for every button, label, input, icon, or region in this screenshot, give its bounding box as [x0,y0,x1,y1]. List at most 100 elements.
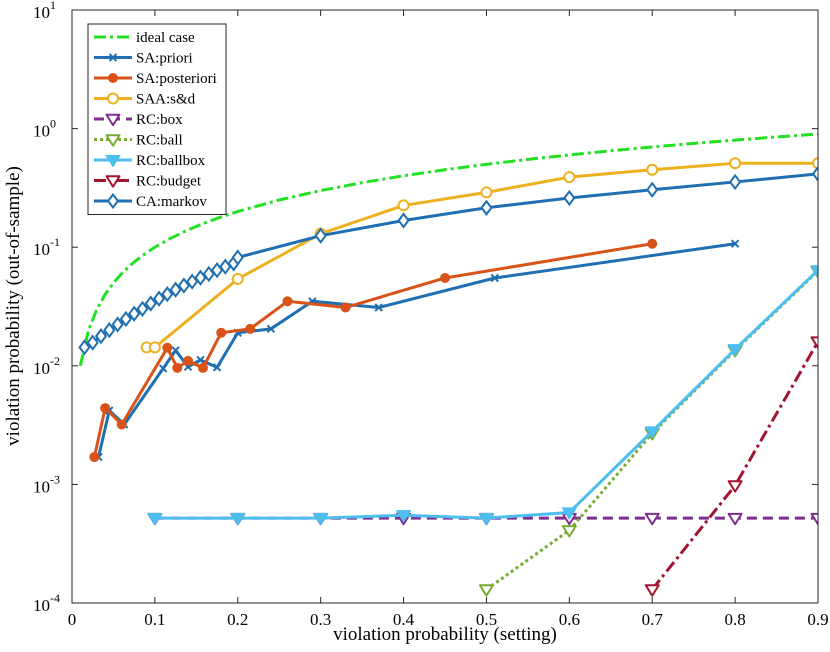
legend: ideal case SA:priori SA:posteriori SAA:s&d R… [87,23,227,215]
data-point [727,480,743,493]
series-rc-ballbox [147,265,818,526]
x-tick-label: 0.3 [310,610,331,629]
data-point [811,165,818,183]
data-point [729,157,742,170]
data-point [730,239,740,248]
legend-label: RC:box [136,112,183,128]
data-point [196,355,205,365]
data-point [396,510,412,523]
data-point [86,334,99,351]
legend-label: RC:ballbox [136,153,206,169]
tick-layer: 0 0.1 0.2 0.3 0.4 0.5 0.6 0.7 0.8 0.9 10-4 10-3 10-2… [33,0,829,629]
data-point [644,584,660,597]
data-point [158,364,168,373]
data-point [148,341,161,354]
data-point [94,327,108,345]
data-point [162,342,173,353]
legend-label: CA:markov [136,194,207,210]
series-line [97,242,736,458]
legend-label: SA:posteriori [136,71,217,87]
x-tick-label: 0.5 [476,610,497,629]
series-ideal-case [78,132,818,367]
series-ca-markov [78,165,818,356]
data-point [128,305,141,322]
data-point [810,265,818,278]
data-point [810,336,818,349]
data-point [119,310,133,328]
series-rc-budget [644,336,818,597]
data-point [245,323,256,334]
data-point [105,134,121,147]
data-point [728,173,742,191]
data-point [186,273,199,290]
series-line [78,132,818,367]
data-point [202,265,215,283]
data-point [231,249,244,266]
data-point [177,277,191,294]
data-point [116,419,127,430]
y-tick-label: 10-3 [33,472,60,496]
y-tick-label: 10-4 [33,591,60,615]
data-point [108,73,118,83]
data-point [644,512,660,526]
data-point [646,163,659,176]
data-point [644,426,660,439]
y-tick-label: 10-1 [33,235,60,259]
data-point [105,175,121,188]
plot-frame [71,9,819,604]
data-point [103,321,116,339]
data-point [169,281,182,298]
data-point [561,507,577,520]
data-point [161,285,174,303]
data-point [727,344,743,357]
data-point [646,181,659,198]
data-point [478,513,494,526]
series-line [146,161,818,349]
legend-label: RC:ball [136,133,183,149]
data-point [216,327,227,338]
data-point [563,171,576,184]
x-tick-label: 0 [68,610,77,629]
x-tick-label: 0.2 [227,610,248,629]
data-point [105,113,121,127]
data-point [107,92,119,105]
legend-label: ideal case [136,30,195,46]
data-point [282,296,293,307]
data-point [147,513,163,526]
data-point [171,346,180,355]
y-tick-label: 10-2 [33,354,60,378]
x-tick-label: 0.9 [807,610,828,629]
data-point [89,452,100,463]
data-point [313,513,329,526]
data-point [183,355,194,366]
data-point [561,525,577,538]
data-point [397,212,410,229]
x-tick-label: 0.4 [393,610,415,629]
data-point [136,300,149,318]
series-sa-posteriori [89,238,658,463]
data-point [111,316,124,333]
legend-label: RC:budget [136,174,202,190]
data-point [314,227,327,244]
data-point [105,154,121,168]
y-tick-label: 101 [33,0,56,22]
y-axis-label: violation probability (out-of-sample) [3,166,24,446]
data-point [440,272,450,283]
data-point [152,290,166,307]
series-layer [78,132,818,597]
x-tick-label: 0.6 [559,610,580,629]
data-point [106,192,120,210]
data-point [194,269,207,286]
data-point [230,513,246,526]
data-point [100,403,111,414]
data-point [374,303,383,312]
data-point [480,199,493,216]
data-point [490,273,499,283]
legend-label: SAA:s&d [136,92,196,108]
data-point [397,199,410,212]
data-point [647,238,658,249]
data-point [563,189,576,207]
data-point [340,302,351,313]
x-tick-label: 0.1 [144,610,165,629]
